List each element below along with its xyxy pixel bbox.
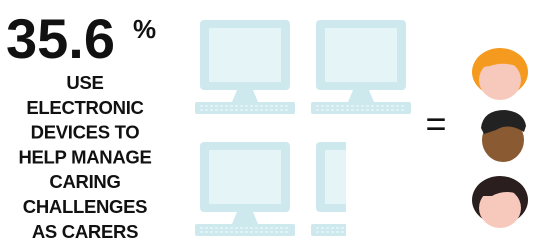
equals-sign: =	[425, 103, 446, 144]
caption-line: HELP MANAGE	[18, 146, 151, 167]
computer-icon	[311, 20, 411, 114]
caption-line: AS CARERS	[32, 221, 138, 241]
caption: USE ELECTRONIC DEVICES TO HELP MANAGE CARING…	[18, 72, 151, 241]
face-icon	[472, 48, 528, 100]
stat-unit: %	[133, 14, 156, 44]
caption-line: DEVICES TO	[31, 122, 140, 143]
infographic: 35.6 % USE ELECTRONIC DEVICES TO HELP MANAG…	[0, 0, 542, 241]
caption-line: CHALLENGES	[23, 196, 147, 217]
partial-computer-icon	[311, 142, 411, 236]
caption-line: CARING	[49, 171, 120, 192]
face-icon	[481, 110, 526, 162]
computer-icon	[195, 142, 295, 236]
face-icon	[472, 176, 528, 228]
stat-number: 35.6	[6, 7, 115, 70]
caption-line: USE	[66, 72, 103, 93]
caption-line: ELECTRONIC	[26, 97, 143, 118]
computer-icon	[195, 20, 295, 114]
